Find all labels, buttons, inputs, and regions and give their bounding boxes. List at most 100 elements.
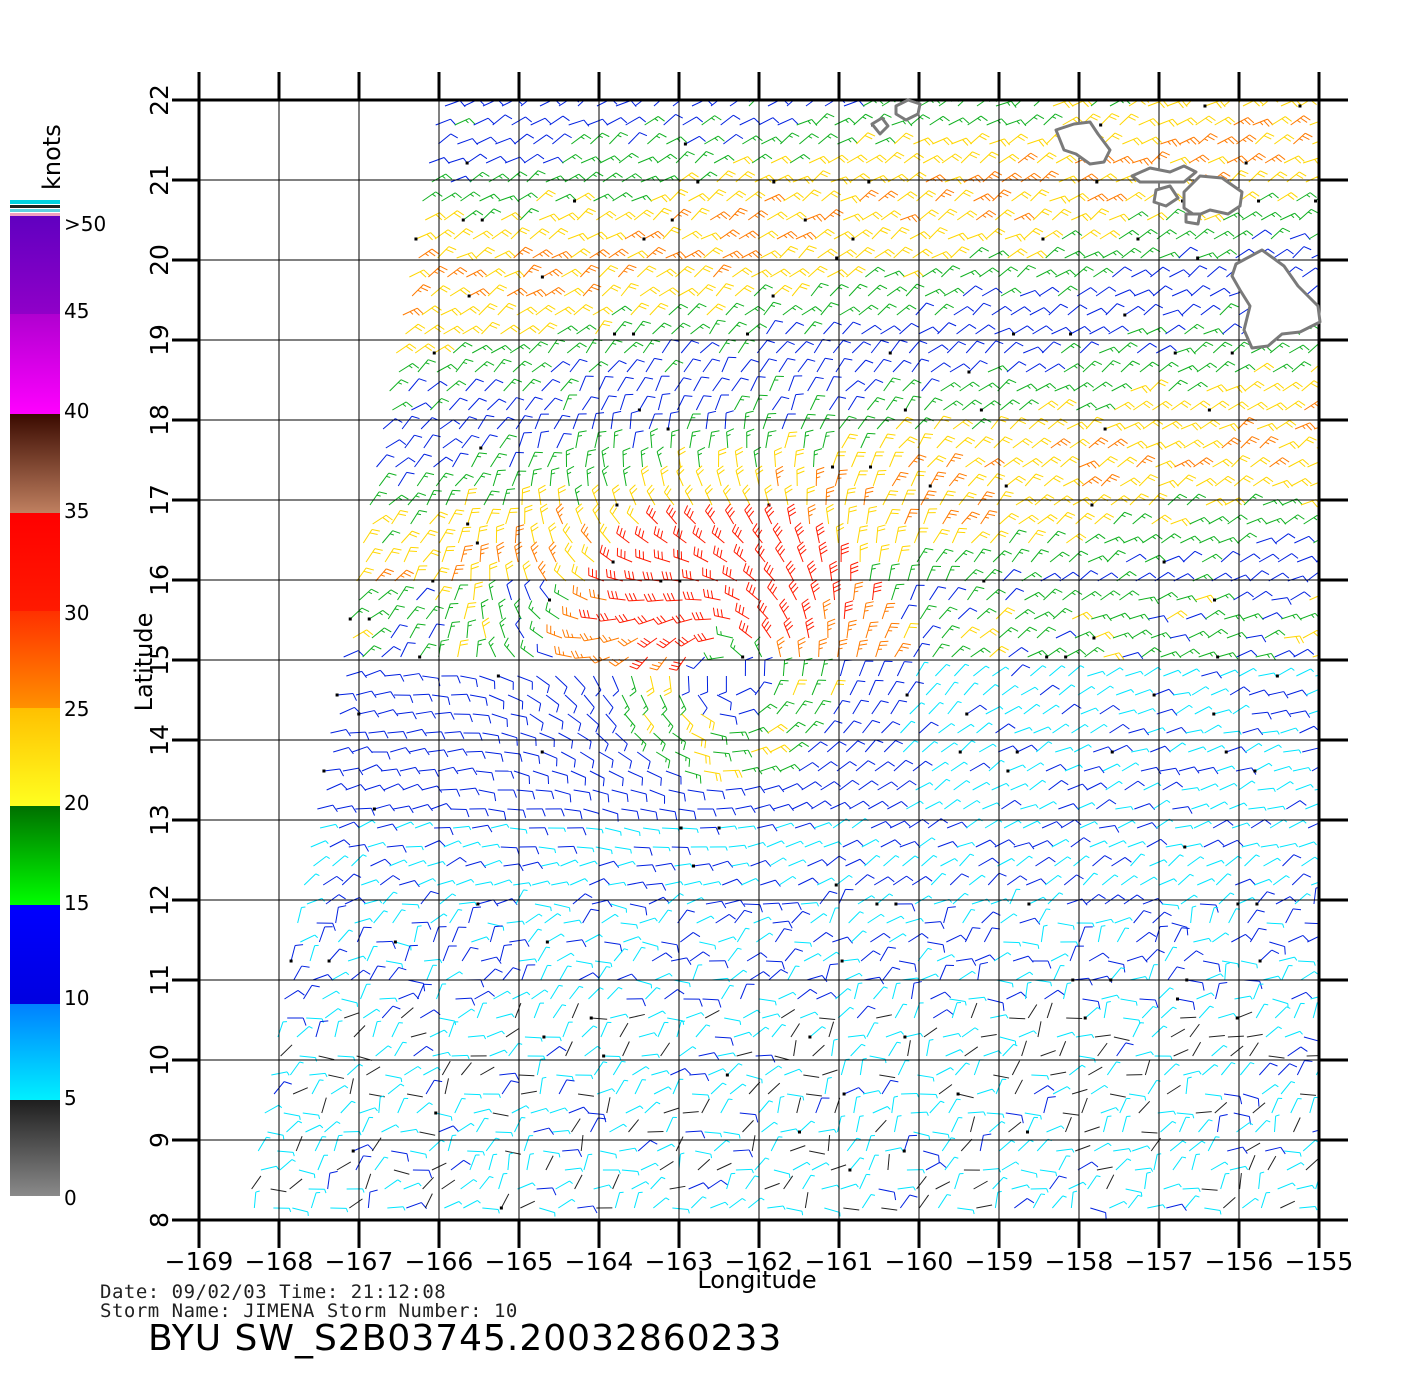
- wind-barb: [398, 363, 420, 373]
- wind-barb: [1107, 438, 1128, 449]
- wind-barb: [684, 770, 702, 784]
- wind-barb: [682, 116, 704, 126]
- wind-barb: [1204, 213, 1225, 222]
- wind-barb: [949, 873, 970, 886]
- wind-barb: [1287, 575, 1309, 583]
- wind-barb: [552, 133, 572, 145]
- wind-barb: [358, 710, 380, 718]
- wind-barb: [289, 1061, 304, 1076]
- wind-barb: [1139, 361, 1160, 373]
- wind-barb: [655, 751, 671, 769]
- wind-barb: [523, 751, 541, 764]
- wind-barb: [965, 340, 985, 354]
- latitude-axis-title: Latitude: [130, 613, 158, 712]
- wind-barb: [1205, 973, 1224, 981]
- rain-flag-marker: [432, 351, 436, 355]
- wind-barb: [1088, 437, 1109, 449]
- wind-barb: [1116, 1042, 1134, 1057]
- wind-barb: [1159, 878, 1178, 886]
- wind-barb: [447, 157, 469, 165]
- wind-barb: [454, 1098, 466, 1114]
- wind-barb: [505, 507, 519, 525]
- wind-barb: [986, 1112, 1005, 1119]
- wind-barb: [826, 855, 847, 867]
- wind-barb: [1165, 843, 1185, 848]
- wind-barb: [1060, 456, 1080, 468]
- wind-barb: [1038, 908, 1051, 924]
- latitude-tick-label: 9: [145, 1132, 174, 1148]
- wind-barb: [665, 770, 682, 785]
- wind-barb: [447, 621, 461, 639]
- wind-barb: [890, 699, 908, 715]
- wind-barb: [503, 637, 516, 658]
- wind-barb: [499, 1072, 520, 1081]
- wind-barb: [917, 433, 934, 449]
- wind-barb: [1226, 631, 1248, 639]
- rain-flag-marker: [414, 237, 418, 241]
- wind-barb: [678, 808, 697, 820]
- wind-barb: [640, 465, 650, 487]
- wind-barb: [1157, 1110, 1176, 1115]
- wind-barb: [756, 824, 778, 832]
- wind-barb: [821, 190, 842, 202]
- wind-barb: [471, 824, 493, 833]
- wind-barb: [283, 1112, 301, 1120]
- wind-barb: [693, 632, 715, 643]
- wind-barb: [929, 471, 947, 487]
- wind-barb: [953, 780, 971, 791]
- wind-barb: [1184, 323, 1205, 335]
- wind-barb: [775, 465, 784, 487]
- colorbar-band-20-25: [10, 708, 60, 806]
- wind-barb: [700, 232, 722, 241]
- wind-barb: [1071, 724, 1089, 734]
- wind-barb: [1287, 1046, 1308, 1057]
- wind-barb: [990, 898, 1009, 905]
- wind-barb: [1202, 440, 1224, 449]
- wind-barb: [724, 899, 746, 908]
- wind-barb: [598, 751, 614, 768]
- wind-barb: [759, 998, 777, 1006]
- wind-barb: [619, 1022, 629, 1038]
- wind-barb: [499, 434, 517, 449]
- wind-barb: [803, 429, 814, 449]
- wind-barb: [1063, 478, 1084, 487]
- wind-barb: [1068, 1181, 1087, 1190]
- wind-barb: [536, 1058, 545, 1076]
- wind-barb: [910, 584, 925, 601]
- wind-barb: [907, 1040, 911, 1057]
- wind-barb: [1123, 421, 1145, 431]
- wind-barb: [399, 766, 421, 775]
- wind-barb: [978, 743, 997, 753]
- wind-barb: [1133, 289, 1155, 297]
- wind-barb: [990, 415, 1009, 430]
- wind-barb: [935, 1181, 951, 1190]
- wind-barb: [1072, 496, 1094, 506]
- wind-barb: [1194, 706, 1213, 715]
- rain-flag-marker: [466, 522, 470, 526]
- wind-barb: [1333, 892, 1351, 904]
- wind-barb: [1179, 648, 1201, 658]
- wind-barb: [1106, 667, 1124, 677]
- wind-barb: [981, 911, 1001, 924]
- wind-barb: [1252, 118, 1274, 127]
- wind-barb: [681, 230, 703, 240]
- wind-barb: [1041, 821, 1063, 829]
- wind-barb: [1102, 763, 1121, 772]
- wind-barb: [746, 952, 768, 962]
- wind-barb: [450, 808, 470, 818]
- wind-barb: [508, 1042, 523, 1057]
- wind-barb: [483, 1093, 501, 1099]
- wind-barb: [631, 1181, 650, 1190]
- rain-flag-marker: [1212, 712, 1216, 716]
- rain-flag-marker: [1006, 769, 1010, 773]
- wind-barb: [522, 378, 542, 392]
- wind-barb: [730, 969, 748, 981]
- wind-barb: [703, 247, 724, 259]
- wind-barb: [1169, 634, 1191, 642]
- wind-barb: [1189, 516, 1211, 525]
- wind-barb: [894, 132, 914, 145]
- wind-barb: [410, 1150, 427, 1159]
- wind-barb: [815, 522, 825, 544]
- wind-barb: [530, 1107, 549, 1114]
- wind-barb: [1237, 417, 1257, 430]
